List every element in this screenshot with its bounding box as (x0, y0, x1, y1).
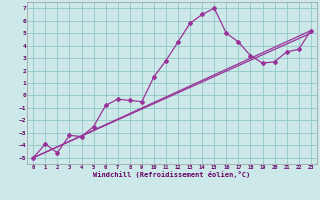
X-axis label: Windchill (Refroidissement éolien,°C): Windchill (Refroidissement éolien,°C) (93, 171, 251, 178)
